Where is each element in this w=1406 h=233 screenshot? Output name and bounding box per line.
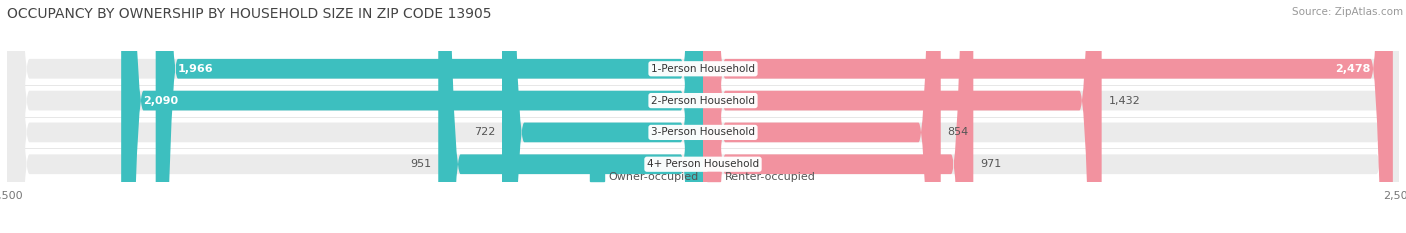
FancyBboxPatch shape xyxy=(7,0,1399,233)
FancyBboxPatch shape xyxy=(121,0,703,233)
Text: OCCUPANCY BY OWNERSHIP BY HOUSEHOLD SIZE IN ZIP CODE 13905: OCCUPANCY BY OWNERSHIP BY HOUSEHOLD SIZE… xyxy=(7,7,492,21)
FancyBboxPatch shape xyxy=(703,0,941,233)
Text: 854: 854 xyxy=(948,127,969,137)
Text: 1,966: 1,966 xyxy=(179,64,214,74)
FancyBboxPatch shape xyxy=(502,0,703,233)
FancyBboxPatch shape xyxy=(703,0,973,233)
Text: 951: 951 xyxy=(411,159,432,169)
Legend: Owner-occupied, Renter-occupied: Owner-occupied, Renter-occupied xyxy=(586,167,820,187)
Text: 722: 722 xyxy=(474,127,495,137)
Text: 2-Person Household: 2-Person Household xyxy=(651,96,755,106)
FancyBboxPatch shape xyxy=(7,0,1399,233)
FancyBboxPatch shape xyxy=(7,0,1399,233)
Text: 3-Person Household: 3-Person Household xyxy=(651,127,755,137)
Text: 971: 971 xyxy=(980,159,1001,169)
FancyBboxPatch shape xyxy=(703,0,1102,233)
Text: Source: ZipAtlas.com: Source: ZipAtlas.com xyxy=(1292,7,1403,17)
FancyBboxPatch shape xyxy=(156,0,703,233)
Text: 1-Person Household: 1-Person Household xyxy=(651,64,755,74)
FancyBboxPatch shape xyxy=(7,0,1399,233)
Text: 1,432: 1,432 xyxy=(1108,96,1140,106)
Text: 4+ Person Household: 4+ Person Household xyxy=(647,159,759,169)
Text: 2,478: 2,478 xyxy=(1336,64,1371,74)
FancyBboxPatch shape xyxy=(703,0,1393,233)
Text: 2,090: 2,090 xyxy=(143,96,179,106)
FancyBboxPatch shape xyxy=(439,0,703,233)
